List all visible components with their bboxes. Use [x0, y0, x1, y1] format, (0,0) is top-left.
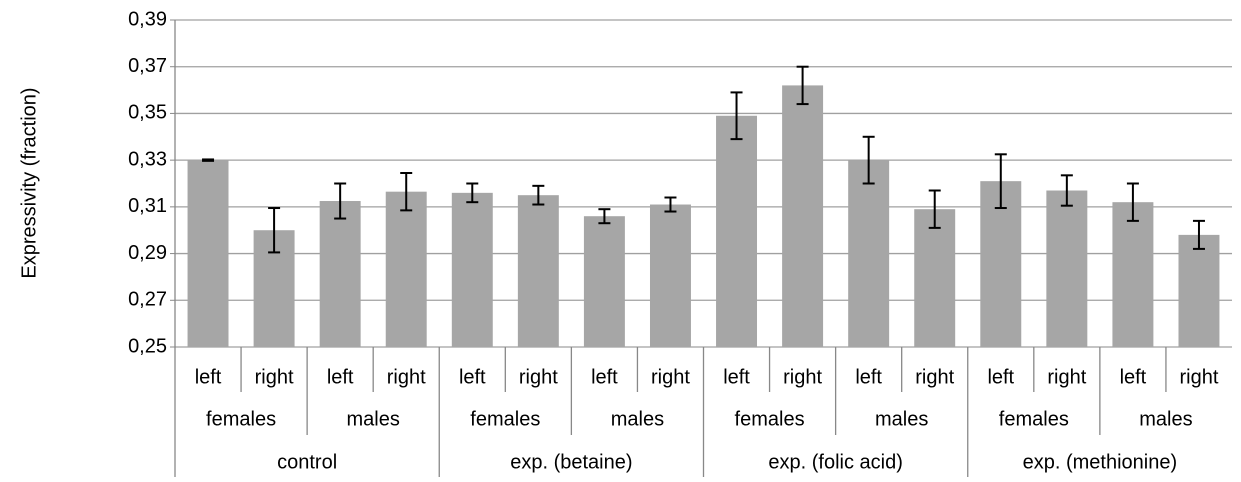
group-label: males — [347, 408, 400, 430]
x-tick-label: left — [987, 366, 1014, 388]
group-label: females — [999, 408, 1069, 430]
bar — [319, 201, 361, 347]
bar — [914, 209, 956, 347]
bar — [649, 204, 691, 347]
y-tick-label: 0,31 — [128, 195, 167, 217]
bar — [385, 191, 427, 347]
x-tick-label: left — [1120, 366, 1147, 388]
y-tick-label: 0,37 — [128, 55, 167, 77]
group-label: exp. (methionine) — [1023, 451, 1178, 473]
bar — [1046, 190, 1088, 347]
group-label: females — [470, 408, 540, 430]
bar — [187, 160, 229, 347]
bar — [1112, 202, 1154, 347]
group-label: females — [735, 408, 805, 430]
group-label: control — [277, 451, 337, 473]
x-tick-label: left — [459, 366, 486, 388]
bar — [716, 115, 758, 347]
bar — [451, 192, 493, 347]
y-axis-title: Expressivity (fraction) — [18, 87, 40, 278]
x-tick-label: right — [1047, 366, 1086, 388]
y-tick-label: 0,29 — [128, 242, 167, 264]
x-tick-label: right — [519, 366, 558, 388]
x-tick-label: left — [327, 366, 354, 388]
bar — [782, 85, 824, 348]
bar — [517, 195, 559, 347]
y-tick-label: 0,35 — [128, 102, 167, 124]
x-tick-label: left — [723, 366, 750, 388]
x-tick-label: right — [387, 366, 426, 388]
y-tick-label: 0,25 — [128, 335, 167, 357]
x-tick-label: left — [855, 366, 882, 388]
x-tick-label: right — [255, 366, 294, 388]
bar — [1178, 234, 1220, 347]
x-tick-label: right — [783, 366, 822, 388]
x-tick-label: right — [915, 366, 954, 388]
x-tick-label: left — [195, 366, 222, 388]
bar — [848, 160, 890, 347]
group-label: females — [206, 408, 276, 430]
y-tick-label: 0,33 — [128, 148, 167, 170]
group-label: exp. (betaine) — [510, 451, 632, 473]
group-label: exp. (folic acid) — [768, 451, 903, 473]
group-label: males — [875, 408, 928, 430]
x-tick-label: left — [591, 366, 618, 388]
group-label: males — [611, 408, 664, 430]
x-tick-label: right — [1180, 366, 1219, 388]
bar — [583, 216, 625, 347]
x-tick-label: right — [651, 366, 690, 388]
group-label: males — [1139, 408, 1192, 430]
y-tick-label: 0,39 — [128, 8, 167, 30]
y-tick-label: 0,27 — [128, 289, 167, 311]
